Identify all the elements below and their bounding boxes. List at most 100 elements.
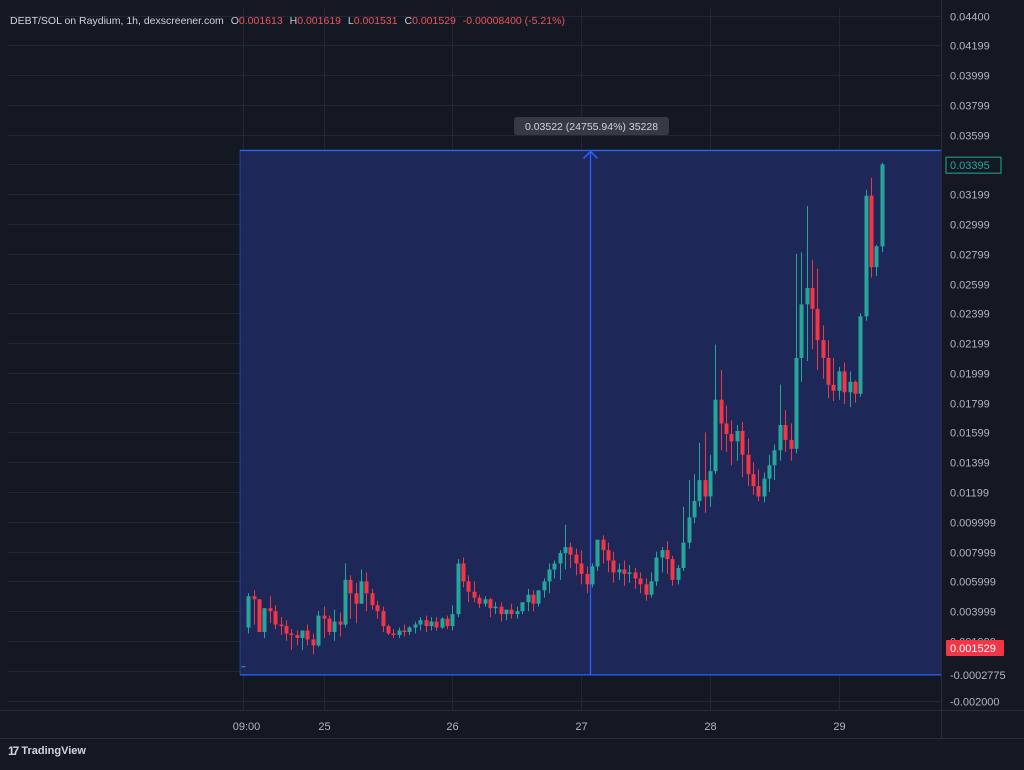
candle-body — [558, 553, 563, 564]
candle-body — [440, 618, 445, 628]
x-tick-label: 09:00 — [233, 721, 261, 733]
candle-body — [300, 630, 305, 638]
candle-body — [568, 547, 573, 555]
candle-body — [542, 581, 547, 591]
candles — [241, 162, 885, 668]
candle-body — [670, 559, 675, 580]
candle-body — [805, 288, 810, 305]
candle-body — [869, 195, 874, 268]
candle-body — [504, 609, 509, 615]
candle-body — [848, 381, 853, 393]
y-tick-label: 0.009999 — [950, 518, 996, 530]
candle-body — [241, 666, 246, 668]
candle-body — [789, 439, 794, 449]
candle-body — [375, 605, 380, 612]
candle-body — [831, 384, 836, 391]
candle-body — [692, 500, 697, 518]
candle-body — [391, 633, 396, 635]
candle-body — [488, 599, 493, 609]
y-tick-label: 0.03199 — [950, 190, 990, 202]
high-label: H — [289, 15, 298, 27]
candle-body — [676, 567, 681, 580]
candle-body — [794, 358, 799, 449]
y-tick-label: 0.02599 — [950, 280, 990, 292]
candle-body — [552, 563, 557, 570]
candle-body — [687, 517, 692, 543]
candle-body — [509, 609, 514, 615]
candle-body — [407, 627, 412, 632]
y-tick-label: 0.02399 — [950, 309, 990, 321]
candle-body — [660, 550, 665, 558]
candle-body — [397, 630, 402, 635]
candle-body — [783, 425, 788, 440]
candle-body — [853, 381, 858, 394]
candle-body — [262, 608, 267, 632]
candle-body — [713, 399, 718, 472]
candle-body — [343, 579, 348, 625]
candle-body — [751, 474, 756, 487]
candle-body — [402, 630, 407, 632]
tradingview-brand[interactable]: 17 TradingView — [8, 744, 86, 758]
high-price-label: 0.03395 — [950, 160, 990, 172]
y-tick-label: 0.005999 — [950, 577, 996, 589]
candle-body — [574, 554, 579, 564]
candle-body — [531, 594, 536, 604]
y-tick-label: 0.02799 — [950, 250, 990, 262]
open-label: O — [230, 15, 239, 27]
candle-body — [740, 430, 745, 455]
candle-body — [359, 581, 364, 604]
candle-body — [268, 608, 273, 612]
y-tick-label: 0.03999 — [950, 71, 990, 83]
candle-body — [633, 572, 638, 579]
candle-body — [772, 450, 777, 466]
candle-body — [864, 195, 869, 317]
y-tick-label: 0.003999 — [950, 607, 996, 619]
candle-body — [778, 425, 783, 451]
candle-body — [493, 606, 498, 609]
candle-body — [627, 572, 632, 574]
candle-body — [322, 615, 327, 619]
y-tick-label: 0.02999 — [950, 220, 990, 232]
candle-body — [842, 371, 847, 393]
candle-body — [472, 591, 477, 598]
candle-body — [826, 358, 831, 385]
candle-body — [601, 539, 606, 551]
candle-body — [724, 423, 729, 434]
y-tick-label: 0.01799 — [950, 399, 990, 411]
candle-body — [821, 340, 826, 358]
candle-body — [424, 620, 429, 627]
y-tick-label: 0.03599 — [950, 131, 990, 143]
candle-body — [445, 618, 450, 627]
measure-label: 0.03522 (24755.94%) 35228 — [525, 121, 658, 133]
candle-body — [665, 550, 670, 560]
candle-body — [617, 569, 622, 573]
low-label: L — [347, 15, 354, 27]
candle-body — [284, 626, 289, 634]
high-value: 0.001619 — [297, 15, 341, 27]
candle-body — [515, 611, 520, 615]
candle-body — [289, 633, 294, 635]
candle-body — [466, 581, 471, 592]
candle-body — [386, 626, 391, 634]
candle-body — [316, 615, 321, 646]
candle-body — [252, 596, 257, 600]
candle-body — [429, 621, 434, 627]
candle-body — [257, 599, 262, 632]
candle-body — [837, 371, 842, 391]
candle-body — [338, 621, 343, 625]
candle-body — [450, 614, 455, 627]
candle-body — [418, 620, 423, 625]
candle-body — [536, 590, 541, 604]
candle-body — [815, 308, 820, 341]
candle-body — [644, 584, 649, 595]
close-label: C — [404, 15, 413, 27]
last-price-label: 0.001529 — [950, 643, 996, 655]
candle-body — [858, 316, 863, 394]
high-price-marker — [945, 156, 1002, 174]
candle-body — [381, 611, 386, 627]
candle-body — [719, 399, 724, 424]
candle-body — [611, 560, 616, 573]
x-tick-label: 28 — [704, 721, 716, 733]
